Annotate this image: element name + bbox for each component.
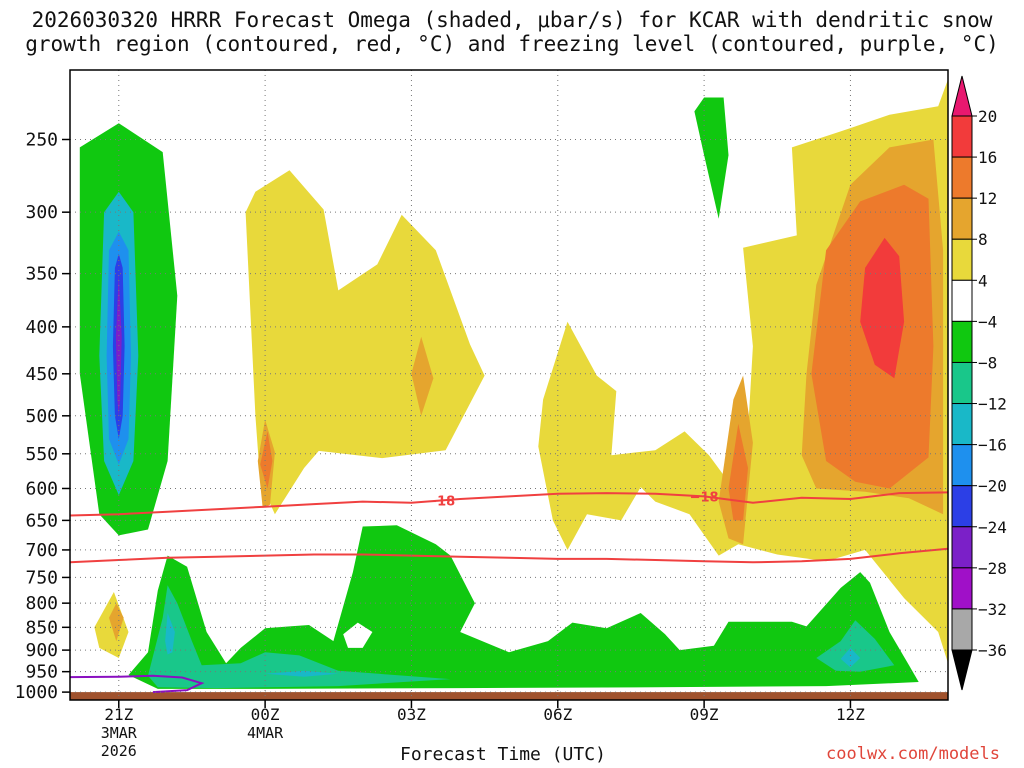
colorbar-swatch (951, 279, 973, 322)
y-tick-label: 600 (25, 478, 58, 499)
colorbar-swatch (951, 444, 973, 487)
surface-terrain (70, 692, 948, 700)
colorbar-swatch (951, 485, 973, 528)
colorbar-bottom-arrow (951, 649, 973, 691)
colorbar-swatch (951, 320, 973, 363)
colorbar-label: 8 (978, 230, 988, 249)
x-axis-label: Forecast Time (UTC) (400, 744, 606, 765)
colorbar-label: −24 (978, 518, 1007, 537)
contour-label-1: −18 (690, 490, 719, 505)
colorbar-label: 4 (978, 271, 988, 290)
omega-region-12-10 (260, 431, 273, 489)
colorbar-label: −20 (978, 477, 1007, 496)
x-tick-label: 3MAR (101, 724, 138, 742)
omega-region-neg12-20 (265, 670, 339, 677)
y-tick-label: 950 (25, 662, 58, 683)
x-tick-label: 4MAR (247, 724, 284, 742)
colorbar-label: −4 (978, 312, 997, 331)
omega-hole-0 (343, 622, 373, 648)
colorbar-label: 16 (978, 148, 997, 167)
omega-region-neg8-16 (816, 620, 895, 672)
y-tick-label: 800 (25, 593, 58, 614)
y-tick-label: 1000 (15, 682, 58, 703)
omega-region-neg24-23 (115, 273, 122, 416)
colorbar-label: 20 (978, 107, 997, 126)
x-tick-label: 06Z (543, 705, 572, 724)
colorbar-label: −12 (978, 395, 1007, 414)
colorbar-label: −16 (978, 436, 1007, 455)
y-tick-label: 350 (25, 264, 58, 285)
contour-label-0: −18 (426, 495, 455, 510)
omega-region-8-7 (109, 603, 124, 642)
y-tick-label: 300 (25, 202, 58, 223)
dendritic-growth--18-contour (70, 491, 948, 517)
freezing-level-contour (70, 674, 205, 694)
x-tick-label: 12Z (836, 705, 865, 724)
y-tick-label: 700 (25, 540, 58, 561)
x-tick-label: 03Z (397, 705, 426, 724)
x-tick-label: 09Z (690, 705, 719, 724)
y-tick-label: 450 (25, 364, 58, 385)
colorbar-swatch (951, 403, 973, 446)
colorbar-swatch (951, 608, 973, 651)
plot-frame (69, 69, 949, 701)
x-tick-label: 21Z (104, 705, 133, 724)
omega-region-8-6 (411, 336, 434, 416)
credit-text: coolwx.com/models (826, 744, 1000, 764)
chart-title-line2: growth region (contoured, red, °C) and f… (25, 32, 999, 56)
colorbar-swatch (951, 156, 973, 199)
colorbar-swatch (951, 238, 973, 281)
colorbar-swatch (951, 115, 973, 158)
y-tick-label: 850 (25, 617, 58, 638)
colorbar-swatch (951, 197, 973, 240)
y-tick-label: 900 (25, 640, 58, 661)
omega-region-neg4-13 (694, 97, 729, 219)
x-tick-label: 00Z (251, 705, 280, 724)
y-tick-label: 550 (25, 444, 58, 465)
y-tick-label: 500 (25, 406, 58, 427)
omega-region-neg4-14 (128, 525, 919, 689)
colorbar-label: −28 (978, 559, 1007, 578)
colorbar-swatch (951, 361, 973, 405)
omega-region-16-11 (860, 237, 905, 379)
colorbar-label: −36 (978, 641, 1007, 660)
colorbar-label: −8 (978, 353, 997, 372)
colorbar-top-arrow (951, 75, 973, 117)
y-tick-label: 250 (25, 130, 58, 151)
chart-title-line1: 2026030320 HRRR Forecast Omega (shaded, … (31, 8, 993, 32)
colorbar-label: 12 (978, 189, 997, 208)
colorbar-swatch (951, 526, 973, 569)
omega-region-12-9 (728, 423, 748, 521)
colorbar-label: −32 (978, 600, 1007, 619)
y-tick-label: 650 (25, 510, 58, 531)
x-tick-label: 2026 (101, 742, 137, 760)
omega-region-neg12-18 (165, 613, 175, 655)
omega-region-neg12-19 (840, 647, 861, 668)
y-tick-label: 400 (25, 317, 58, 338)
y-tick-label: 750 (25, 567, 58, 588)
colorbar-swatch (951, 567, 973, 610)
omega-region-4-0 (245, 170, 485, 515)
dendritic-growth--12-contour (70, 547, 948, 564)
